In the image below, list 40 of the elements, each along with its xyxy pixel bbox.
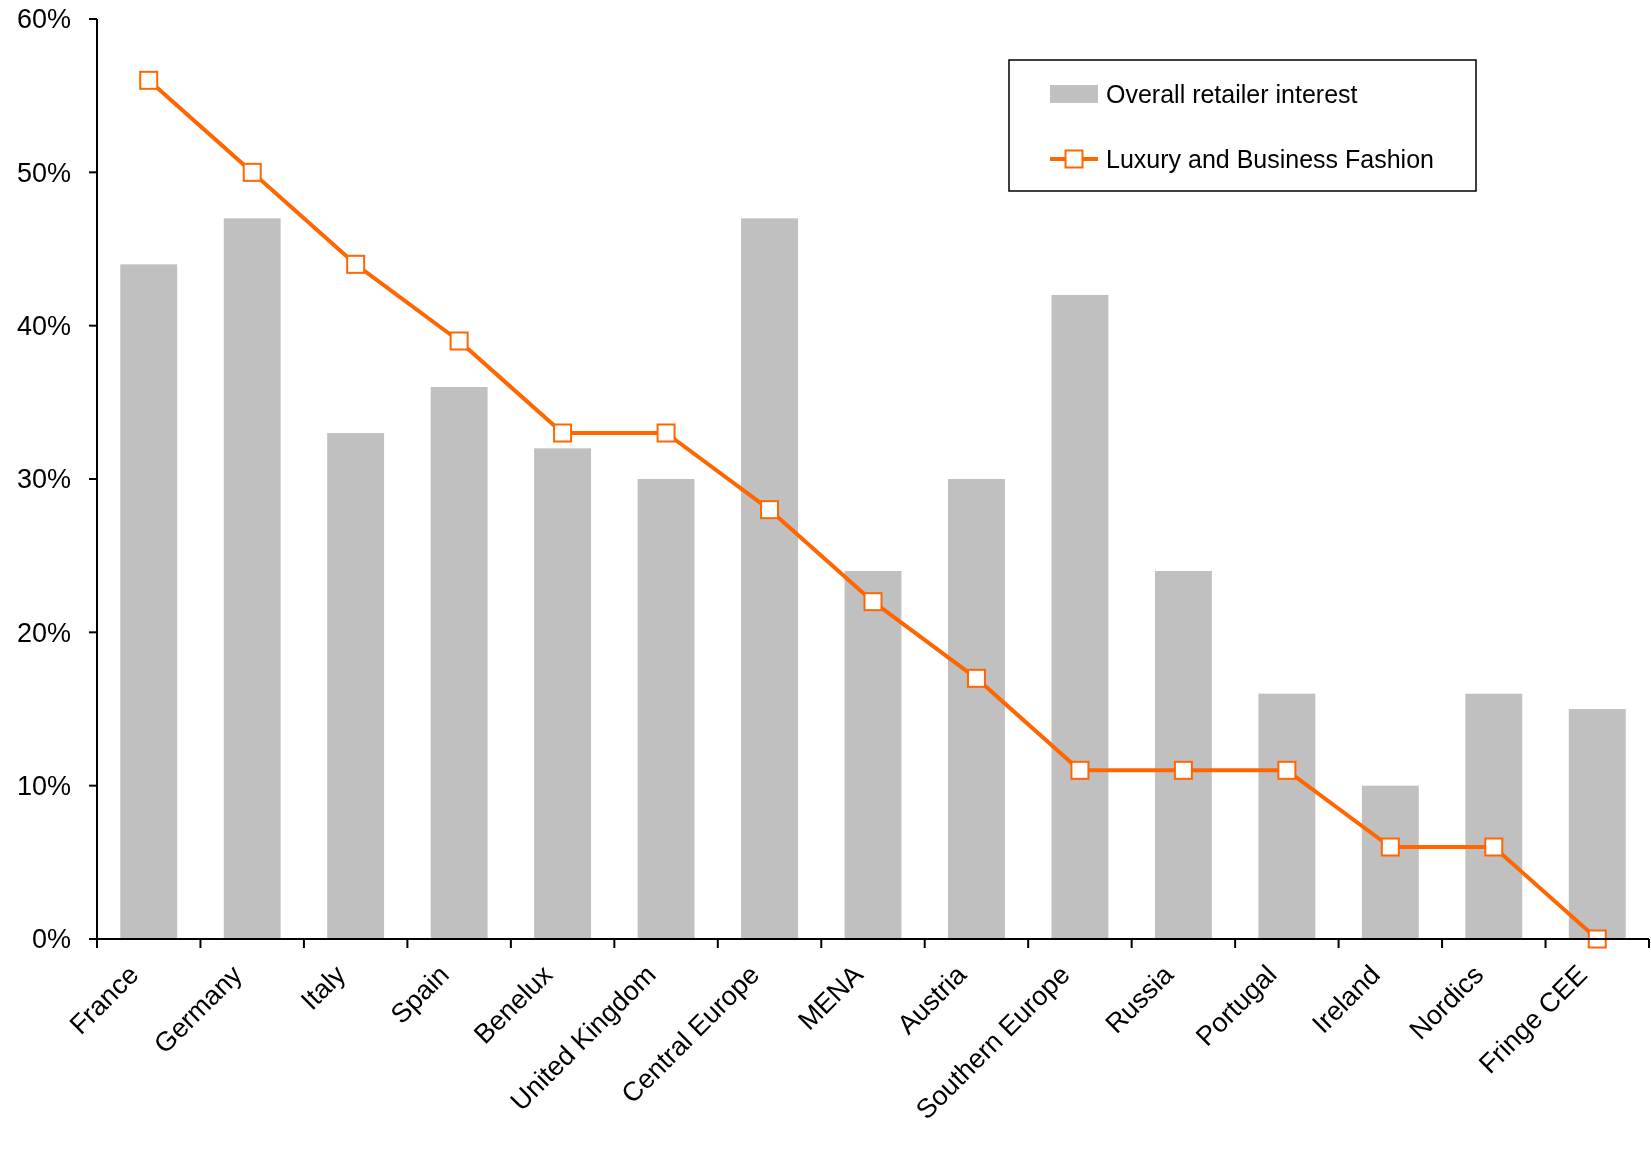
- y-tick-label: 50%: [16, 157, 71, 188]
- point: [346, 254, 366, 274]
- bar: [1361, 785, 1419, 939]
- point: [1380, 837, 1400, 857]
- point: [966, 668, 986, 688]
- bar: [223, 218, 281, 939]
- bar: [844, 571, 902, 939]
- point: [449, 331, 469, 351]
- bar: [120, 264, 178, 939]
- legend-label: Luxury and Business Fashion: [1106, 144, 1434, 173]
- bar: [1154, 571, 1212, 939]
- y-tick-label: 30%: [16, 464, 71, 495]
- point: [242, 162, 262, 182]
- y-tick-label: 20%: [16, 617, 71, 648]
- y-tick-label: 10%: [16, 771, 71, 802]
- y-tick-label: 0%: [31, 924, 71, 955]
- bar: [534, 448, 592, 939]
- bar: [741, 218, 798, 939]
- point: [1484, 837, 1504, 857]
- bar: [1568, 709, 1626, 939]
- x-tick-label: Italy: [295, 959, 352, 1016]
- point: [553, 423, 573, 443]
- point: [1587, 929, 1607, 949]
- point: [863, 592, 883, 612]
- point: [656, 423, 676, 443]
- bar: [1258, 693, 1316, 939]
- bar: [1465, 693, 1523, 939]
- y-tick-label: 60%: [16, 4, 71, 35]
- point: [1070, 760, 1090, 780]
- bar: [430, 387, 488, 939]
- bar: [1051, 295, 1109, 939]
- y-tick-label: 40%: [16, 311, 71, 342]
- bar: [637, 479, 695, 939]
- point: [760, 500, 780, 520]
- legend-label: Overall retailer interest: [1106, 79, 1358, 108]
- bar: [948, 479, 1005, 939]
- point: [1173, 760, 1193, 780]
- point: [1277, 760, 1297, 780]
- point: [139, 70, 159, 90]
- bar: [327, 433, 385, 939]
